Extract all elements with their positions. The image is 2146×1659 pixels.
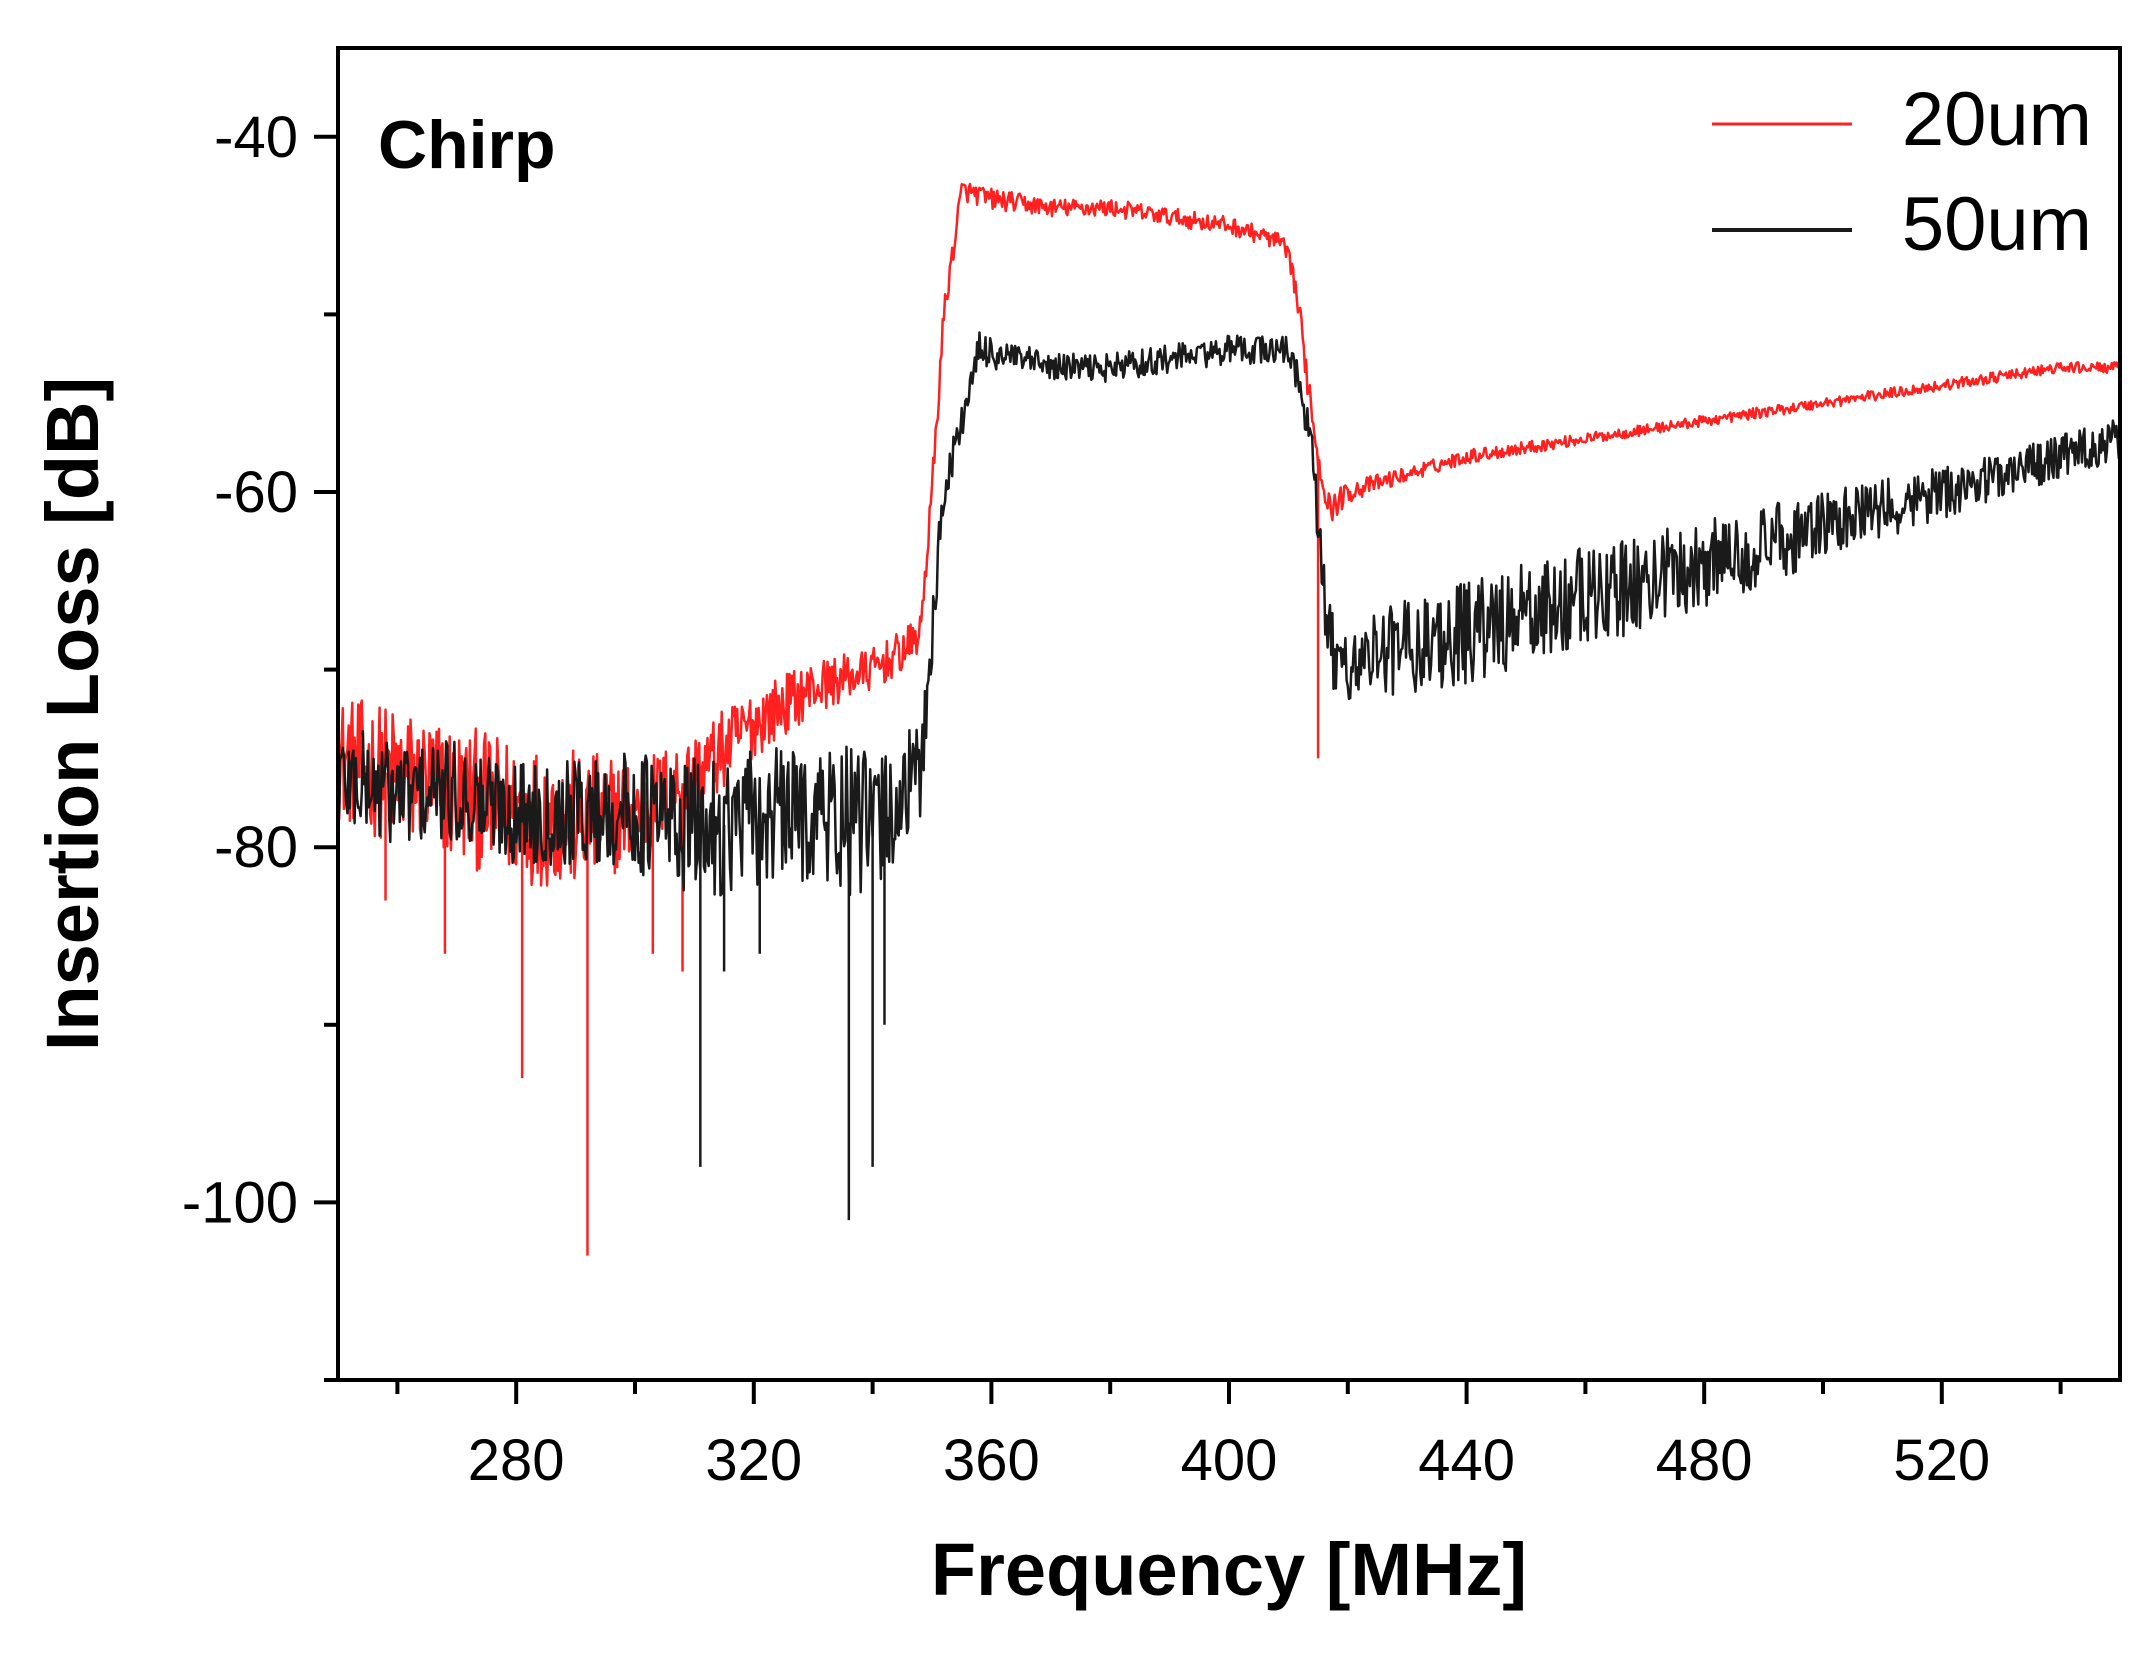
x-tick-label: 480 [1656, 1428, 1753, 1493]
plot-frame [336, 46, 2122, 1382]
y-tick-label: -40 [214, 105, 298, 170]
x-tick-label: 520 [1893, 1428, 1990, 1493]
series-layer [336, 182, 2122, 1256]
plot-area [336, 46, 2122, 1382]
legend-label-50um: 50um [1902, 182, 2092, 267]
y-tick-label: -60 [214, 460, 298, 525]
x-tick-label: 400 [1181, 1428, 1278, 1493]
x-tick-label: 440 [1418, 1428, 1515, 1493]
y-axis-title: Insertion Loss [dB] [31, 377, 114, 1051]
chirp-annotation: Chirp [378, 107, 556, 183]
legend-label-20um: 20um [1902, 77, 2092, 162]
x-axis-title: Frequency [MHz] [931, 1528, 1527, 1611]
x-axis: 280 320 360 400 440 480 520 [395, 1380, 2063, 1493]
legend: 20um 50um [1712, 77, 2092, 267]
x-tick-label: 360 [943, 1428, 1040, 1493]
y-tick-label: -80 [214, 815, 298, 880]
x-tick-label: 280 [468, 1428, 565, 1493]
series-line-50um [336, 331, 2122, 897]
y-axis: -40 -60 -80 -100 [182, 105, 338, 1382]
y-tick-label: -100 [182, 1170, 298, 1235]
x-tick-label: 320 [705, 1428, 802, 1493]
